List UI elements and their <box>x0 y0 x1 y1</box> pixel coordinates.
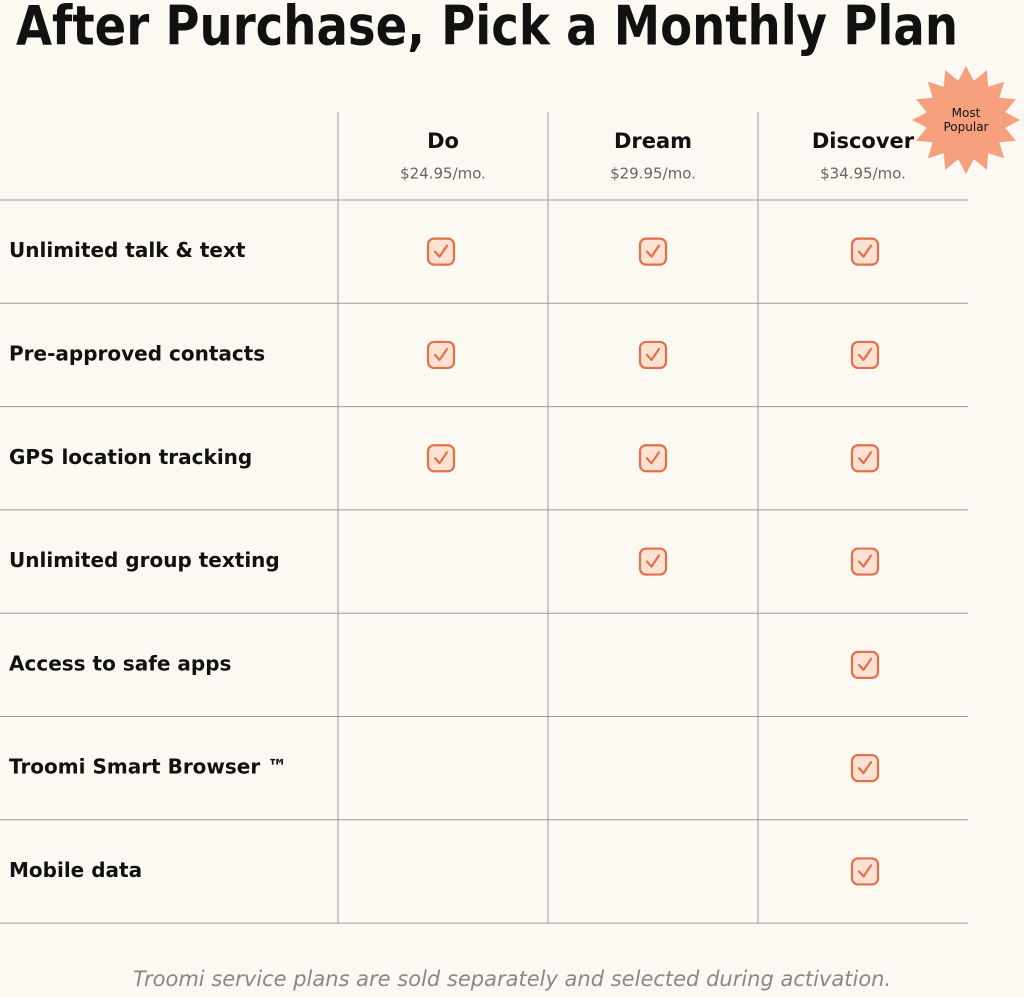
check-icon <box>638 237 668 266</box>
check-box <box>850 444 880 473</box>
check-tick <box>645 554 661 568</box>
check-box <box>426 237 456 266</box>
check-tick <box>857 657 873 671</box>
check-box <box>638 340 668 370</box>
check-box <box>850 857 880 886</box>
feature-label: Pre-approved contacts <box>9 341 265 365</box>
check-tick <box>645 244 661 258</box>
check-box <box>850 650 880 679</box>
check-tick <box>857 554 873 568</box>
check-icon <box>850 754 880 783</box>
check-box <box>638 237 668 266</box>
check-tick <box>433 244 449 258</box>
plan-name: Dream <box>614 129 692 153</box>
check-icon <box>850 444 880 473</box>
check-box <box>850 340 880 370</box>
check-icon <box>850 340 880 370</box>
plan-price: $34.95/mo. <box>820 165 906 183</box>
footnote: Troomi service plans are sold separately… <box>133 967 891 991</box>
feature-label: GPS location tracking <box>9 445 252 469</box>
plan-price: $29.95/mo. <box>610 165 696 183</box>
check-icon <box>638 444 668 473</box>
check-tick <box>857 347 873 362</box>
badge-word: Most <box>952 106 981 120</box>
check-box <box>850 547 880 576</box>
feature-label: Unlimited talk & text <box>9 238 246 262</box>
check-tick <box>645 347 661 362</box>
badge-star <box>912 66 1020 174</box>
check-icon <box>638 547 668 576</box>
check-icon <box>426 340 456 370</box>
check-box <box>426 444 456 473</box>
check-tick <box>857 244 873 258</box>
check-tick <box>433 451 449 465</box>
check-icon <box>638 340 668 370</box>
title: After Purchase, Pick a Monthly Plan <box>16 0 958 58</box>
check-icon <box>850 547 880 576</box>
check-icon <box>850 650 880 679</box>
feature-label: Mobile data <box>9 858 142 882</box>
plan-price: $24.95/mo. <box>400 165 486 183</box>
check-icon <box>426 444 456 473</box>
feature-label: Unlimited group texting <box>9 548 280 572</box>
check-tick <box>433 347 449 362</box>
check-box <box>850 754 880 783</box>
plan-name: Discover <box>812 129 915 153</box>
check-box <box>426 340 456 370</box>
check-box <box>850 237 880 266</box>
plan-name: Do <box>427 129 459 153</box>
check-box <box>638 444 668 473</box>
check-tick <box>645 451 661 465</box>
feature-label: Troomi Smart Browser ™ <box>9 755 287 779</box>
check-tick <box>857 761 873 775</box>
check-box <box>638 547 668 576</box>
badge-text: Most Popular <box>944 106 989 134</box>
feature-label: Access to safe apps <box>9 651 231 675</box>
check-tick <box>857 451 873 465</box>
check-icon <box>850 237 880 266</box>
check-tick <box>857 864 873 878</box>
check-icon <box>850 857 880 886</box>
badge-word: Popular <box>944 120 989 134</box>
check-icon <box>426 237 456 266</box>
